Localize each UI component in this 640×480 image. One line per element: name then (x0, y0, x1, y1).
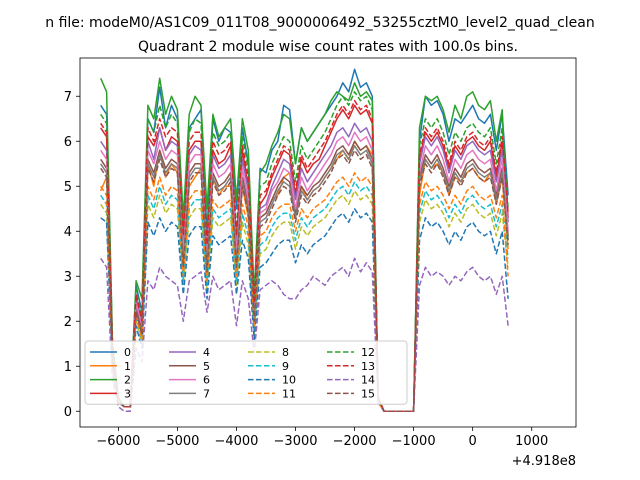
series-line-10 (100, 208, 509, 413)
series-line-7 (100, 145, 509, 413)
x-tick-label: −2000 (333, 434, 377, 449)
legend-label-12: 12 (361, 346, 375, 359)
legend-label-4: 4 (203, 346, 210, 359)
legend-label-0: 0 (124, 346, 131, 359)
series-line-15 (100, 149, 509, 413)
series-line-9 (100, 181, 509, 413)
x-tick-label: 0 (469, 434, 477, 449)
legend-label-5: 5 (203, 360, 210, 373)
chart-title: Quadrant 2 module wise count rates with … (138, 39, 518, 55)
series-line-14 (100, 257, 509, 413)
legend-label-15: 15 (361, 387, 375, 400)
y-tick-label: 2 (64, 315, 72, 330)
legend-box (84, 340, 408, 405)
y-axis: 0 1 2 3 4 5 6 7 (64, 90, 80, 420)
legend-label-3: 3 (124, 387, 131, 400)
x-tick-label: −5000 (155, 434, 199, 449)
y-tick-label: 1 (64, 360, 72, 375)
series-line-8 (100, 190, 509, 413)
x-tick-label: −4000 (214, 434, 258, 449)
series-line-13 (100, 99, 509, 413)
y-tick-label: 0 (64, 405, 72, 420)
x-axis: −6000 −5000 −4000 −3000 −2000 −1000 0 1000 (96, 427, 548, 449)
x-tick-label: −3000 (274, 434, 318, 449)
legend-label-11: 11 (282, 387, 296, 400)
x-tick-label: 1000 (515, 434, 548, 449)
series-line-3 (100, 104, 509, 413)
legend-label-7: 7 (203, 387, 210, 400)
series-line-4 (100, 122, 509, 413)
legend-label-13: 13 (361, 360, 375, 373)
series-line-2 (100, 77, 509, 413)
series-line-11 (100, 172, 509, 413)
x-tick-label: −1000 (392, 434, 436, 449)
series-line-6 (100, 131, 509, 413)
y-tick-label: 6 (64, 135, 72, 150)
legend-label-2: 2 (124, 374, 131, 387)
legend-label-1: 1 (124, 360, 131, 373)
series-line-12 (100, 91, 509, 413)
y-tick-label: 5 (64, 180, 72, 195)
series-line-1 (100, 140, 509, 413)
x-tick-label: −6000 (96, 434, 140, 449)
y-tick-label: 3 (64, 270, 72, 285)
plot-area (79, 57, 577, 428)
y-tick-label: 4 (64, 225, 72, 240)
legend-label-14: 14 (361, 374, 375, 387)
series-lines (100, 68, 509, 413)
plot-frame (79, 57, 577, 428)
chart-suptitle: n file: modeM0/AS1C09_011T08_9000006492_… (45, 15, 594, 31)
y-tick-label: 7 (64, 90, 72, 105)
x-offset-label: +4.918e8 (512, 454, 576, 469)
series-line-5 (100, 140, 509, 413)
legend-label-10: 10 (282, 374, 296, 387)
legend-label-8: 8 (282, 346, 289, 359)
legend-label-9: 9 (282, 360, 289, 373)
legend-label-6: 6 (203, 374, 210, 387)
